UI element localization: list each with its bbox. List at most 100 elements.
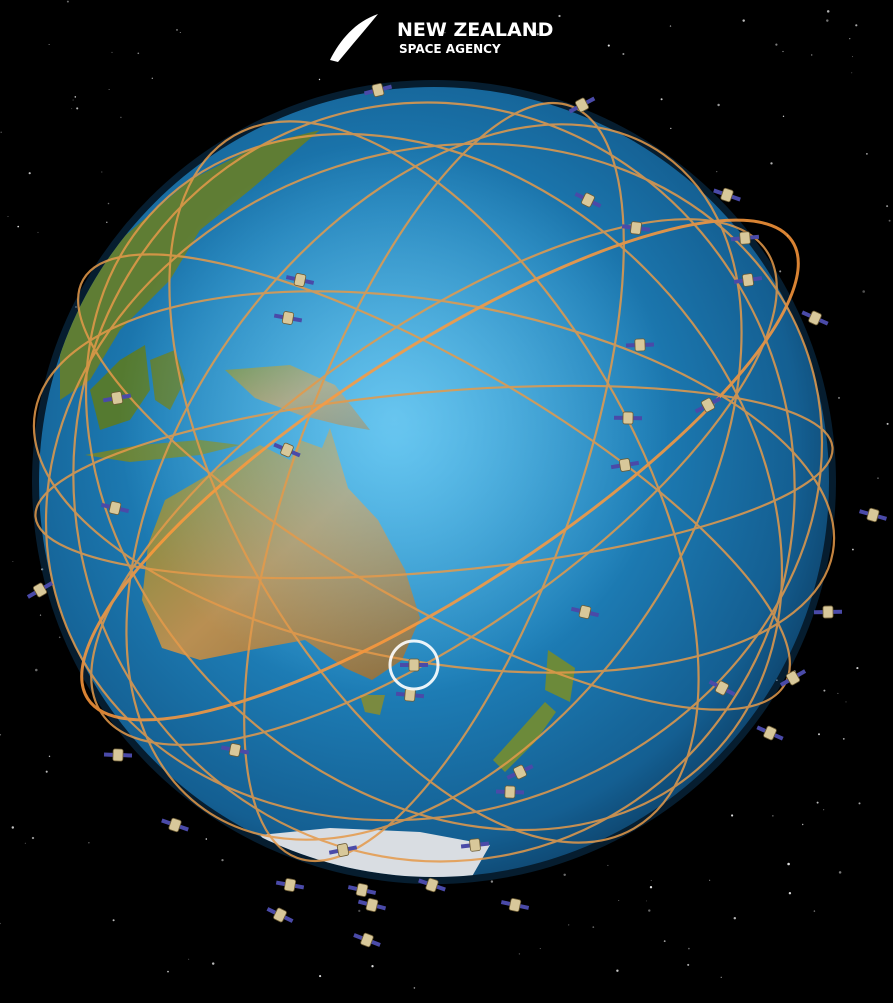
satellite-panel — [694, 405, 705, 414]
star — [852, 56, 854, 58]
star — [858, 802, 861, 805]
star — [616, 969, 619, 972]
star — [669, 25, 672, 27]
star — [106, 221, 108, 224]
satellite-panel — [419, 663, 428, 667]
satellite-body — [720, 187, 734, 203]
satellite — [103, 748, 133, 762]
satellite — [495, 785, 525, 799]
orbits — [32, 101, 836, 863]
satellite-panel — [161, 818, 171, 826]
star — [670, 127, 672, 130]
star — [37, 231, 39, 234]
satellite-panel — [220, 745, 231, 752]
satellite — [858, 507, 888, 523]
star — [649, 886, 653, 889]
satellite-panel — [506, 772, 517, 780]
star — [31, 836, 35, 840]
satellite-body — [425, 877, 439, 893]
star — [886, 205, 889, 208]
star — [772, 815, 774, 817]
satellite-panel — [304, 279, 315, 285]
star — [823, 809, 825, 811]
star — [888, 219, 891, 222]
star — [518, 953, 521, 955]
satellite — [460, 838, 490, 852]
star — [48, 755, 51, 758]
satellite-body — [355, 883, 369, 897]
satellite — [621, 221, 651, 235]
satellite-body — [404, 688, 416, 702]
satellite-panel — [366, 889, 377, 895]
satellite — [100, 501, 130, 515]
star — [539, 948, 541, 950]
satellite-panel — [731, 194, 741, 202]
satellite-body — [715, 680, 729, 696]
star — [39, 614, 42, 616]
star — [823, 689, 826, 692]
fern-icon — [330, 14, 378, 62]
satellite-body — [168, 817, 182, 833]
star — [319, 975, 322, 978]
star — [779, 270, 782, 273]
satellite — [353, 932, 381, 948]
orbit — [125, 123, 743, 841]
star — [211, 962, 215, 965]
satellite-body — [112, 748, 124, 762]
satellite-panel — [266, 907, 277, 915]
star — [851, 548, 854, 551]
satellite-panel — [100, 502, 111, 509]
satellite — [733, 273, 763, 287]
star — [650, 880, 652, 881]
satellite-panel — [629, 460, 640, 467]
star — [742, 19, 745, 22]
star — [444, 32, 446, 34]
star — [371, 965, 374, 968]
satellite-body — [280, 442, 294, 458]
satellite-panel — [644, 342, 655, 347]
satellite-panel — [621, 224, 632, 230]
star — [782, 115, 785, 117]
satellite — [347, 883, 377, 897]
satellite-body — [578, 605, 592, 619]
satellite — [568, 96, 596, 114]
satellite-body — [634, 338, 646, 352]
selection-ring — [388, 639, 440, 691]
satellite-panel — [370, 939, 381, 947]
satellite-panel — [273, 313, 284, 320]
star — [877, 477, 879, 479]
star — [318, 78, 321, 81]
satellite — [506, 764, 534, 780]
satellite — [730, 231, 760, 245]
satellite-body — [360, 932, 374, 948]
satellite — [756, 725, 784, 741]
satellite-panel — [756, 725, 767, 733]
satellite-panel — [713, 188, 723, 196]
satellite-panel — [414, 693, 425, 699]
satellite — [713, 187, 741, 203]
star — [176, 29, 178, 31]
satellite-panel — [102, 396, 113, 403]
star — [618, 899, 620, 902]
star — [770, 162, 773, 165]
satellite-panel — [570, 606, 581, 613]
satellite-panel — [26, 590, 37, 599]
satellite — [26, 581, 54, 599]
star — [111, 51, 113, 53]
star — [717, 103, 720, 107]
satellite-body — [513, 764, 527, 780]
satellite-panel — [347, 885, 358, 891]
star — [688, 947, 690, 950]
satellite-body — [701, 397, 715, 413]
satellite-panel — [632, 416, 643, 421]
star — [837, 692, 839, 694]
satellite-body — [283, 878, 297, 892]
satellite-body — [365, 897, 379, 913]
star — [607, 44, 610, 47]
satellite-body — [808, 310, 822, 326]
star — [205, 838, 208, 840]
satellite-panel — [290, 450, 301, 458]
orbit — [34, 384, 834, 580]
star — [221, 858, 224, 862]
satellite-panel — [708, 679, 719, 688]
